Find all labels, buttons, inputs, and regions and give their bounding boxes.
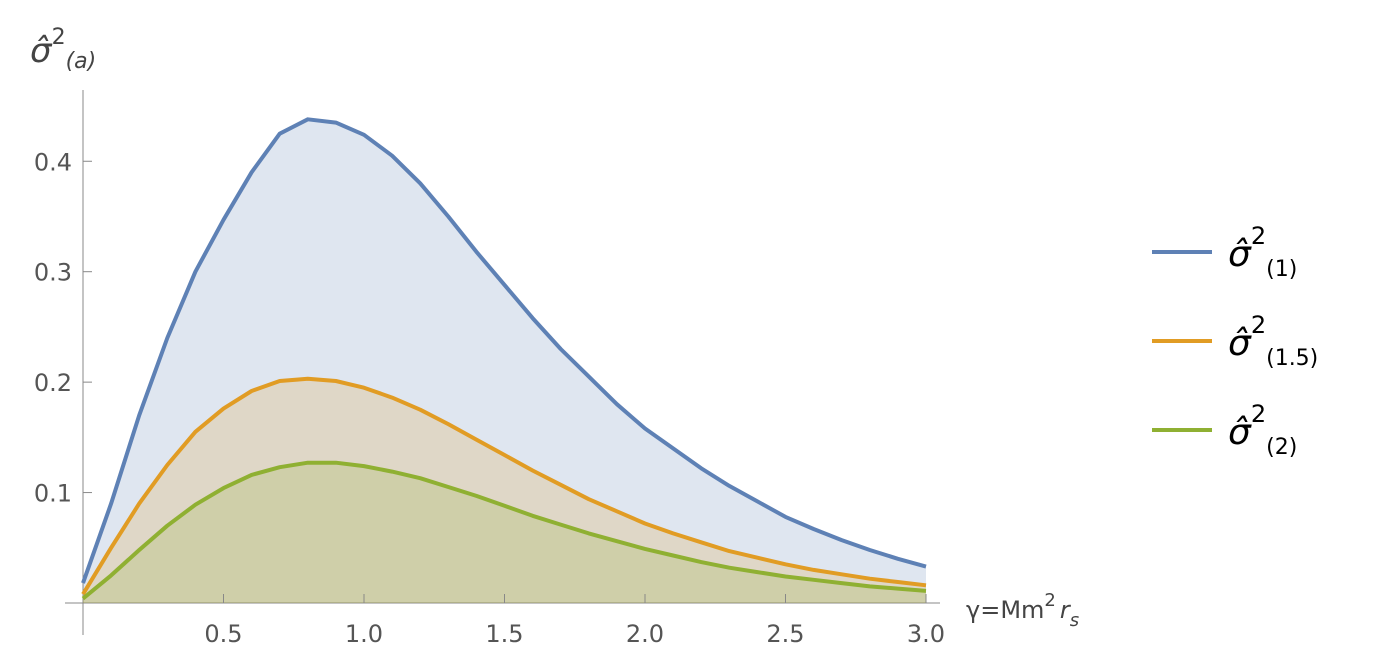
x-axis-label: γ=Mm2 rs — [966, 590, 1079, 631]
area — [83, 462, 926, 603]
legend-base: σ̂ — [1228, 234, 1252, 275]
x-tick-label: 2.5 — [766, 620, 804, 648]
y-axis-label: σ̂2(a) — [30, 25, 96, 74]
x-label-sub: s — [1070, 610, 1079, 631]
legend-sub: (1) — [1266, 257, 1297, 282]
y-tick-label: 0.2 — [34, 369, 72, 397]
legend-sup: 2 — [1251, 311, 1266, 339]
y-label-base: σ̂ — [30, 31, 53, 71]
legend-base: σ̂ — [1228, 412, 1252, 453]
x-tick-label: 1.5 — [485, 620, 523, 648]
x-tick-label: 0.5 — [204, 620, 242, 648]
x-tick-label: 3.0 — [907, 620, 945, 648]
legend-label: σ̂2(1.5) — [1228, 311, 1318, 371]
x-label-sup: 2 — [1044, 590, 1055, 611]
legend-label: σ̂2(2) — [1228, 400, 1297, 460]
line — [81, 117, 927, 584]
area — [83, 119, 926, 604]
line — [81, 376, 927, 596]
legend-sup: 2 — [1251, 400, 1266, 428]
y-label-sub: (a) — [66, 49, 97, 74]
x-label-r: r — [1060, 596, 1072, 624]
y-tick-label: 0.4 — [34, 148, 72, 176]
legend-sup: 2 — [1251, 222, 1266, 250]
y-label-sup: 2 — [52, 25, 66, 50]
x-label-main: γ=Mm — [966, 596, 1044, 624]
x-tick-label: 2.0 — [626, 620, 664, 648]
legend-base: σ̂ — [1228, 323, 1252, 364]
line — [81, 460, 927, 601]
legend-sub: (1.5) — [1266, 346, 1318, 371]
x-tick-label: 1.0 — [345, 620, 383, 648]
legend-sub: (2) — [1266, 435, 1297, 460]
legend-label: σ̂2(1) — [1228, 222, 1297, 282]
y-tick-label: 0.3 — [34, 259, 72, 287]
y-tick-label: 0.1 — [34, 480, 72, 508]
